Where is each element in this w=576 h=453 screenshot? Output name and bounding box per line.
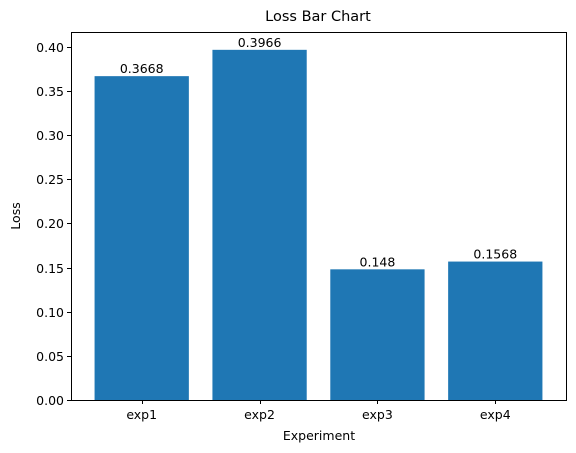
chart-title: Loss Bar Chart [265,9,371,25]
y-tick-label: 0.35 [36,84,64,99]
y-tick-label: 0.25 [36,172,64,187]
y-tick-label: 0.20 [36,216,64,231]
bars-group [94,49,543,401]
x-tick-label: exp3 [362,407,393,422]
data-labels-group: 0.3668 0.3966 0.148 0.1568 [120,35,517,269]
y-tick-label: 0.05 [36,349,64,364]
data-label-exp3: 0.148 [360,254,396,269]
bar-exp2 [212,49,307,400]
y-tick-label: 0.00 [36,393,64,408]
bar-exp4 [448,261,543,400]
y-tick-label: 0.10 [36,305,64,320]
bar-exp1 [94,76,189,401]
y-axis-label: Loss [8,202,23,229]
bar-exp3 [330,269,425,400]
x-tick-label: exp4 [480,407,511,422]
data-label-exp2: 0.3966 [238,35,282,50]
y-tick-label: 0.40 [36,40,64,55]
y-ticks-group: 0.00 0.05 0.10 0.15 0.20 0.25 0.30 0.35 0.40 [36,40,71,408]
y-tick-label: 0.15 [36,261,64,276]
data-label-exp4: 0.1568 [473,247,517,262]
x-tick-label: exp2 [244,407,275,422]
plot-area: 0.3668 0.3966 0.148 0.1568 0.00 0.05 0.10 0.15… [36,32,567,422]
x-ticks-group: exp1 exp2 exp3 exp4 [126,400,511,422]
y-tick-label: 0.30 [36,128,64,143]
x-tick-label: exp1 [126,407,157,422]
data-label-exp1: 0.3668 [120,61,164,76]
x-axis-label: Experiment [283,428,355,443]
